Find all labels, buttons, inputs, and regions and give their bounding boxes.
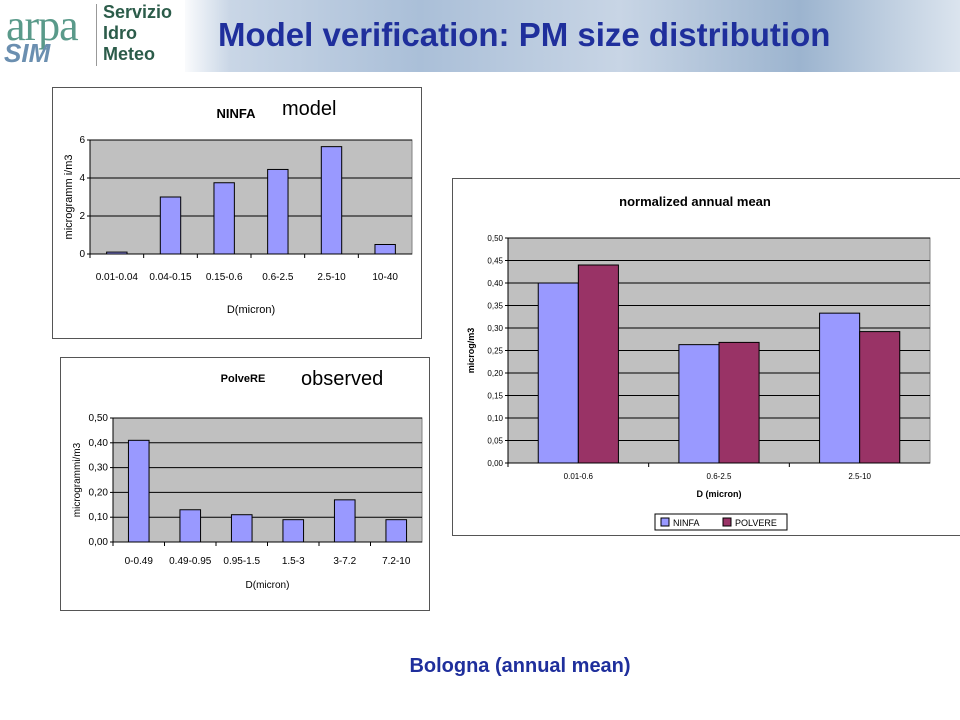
bar-ninfa-2: [819, 312, 861, 464]
bar-polvere-0: [127, 439, 150, 543]
y-tick-label: 0,30: [89, 463, 109, 474]
x-tick-label: 2.5-10: [317, 272, 346, 283]
x-tick-label: 0.6-2.5: [707, 472, 732, 481]
bar-polvere-0: [577, 264, 619, 464]
y-tick-label: 0,10: [487, 414, 503, 423]
bar-ninfa-5: [374, 244, 396, 255]
legend-swatch-polvere: [722, 517, 732, 527]
x-tick-label: 0.15-0.6: [206, 272, 243, 283]
logo-name-line: Meteo: [103, 44, 156, 64]
y-tick-label: 0,00: [89, 537, 109, 548]
x-tick-label: 0.95-1.5: [223, 556, 260, 567]
observed-caption: observed: [301, 368, 384, 390]
y-axis-label: microgramm i/m3: [63, 155, 75, 240]
x-tick-label: 0-0.49: [125, 556, 154, 567]
y-tick-label: 0,05: [487, 437, 503, 446]
chart-title: normalized annual mean: [619, 194, 771, 209]
logo-name-line: Idro: [103, 23, 137, 43]
bar-ninfa-2: [213, 182, 235, 255]
x-tick-label: 0.49-0.95: [169, 556, 212, 567]
bar-ninfa-1: [678, 344, 720, 464]
y-tick-label: 0,40: [89, 438, 109, 449]
y-tick-label: 0,45: [487, 257, 503, 266]
logo-sim-mark: SIM: [4, 38, 51, 68]
y-tick-label: 0,40: [487, 279, 503, 288]
bar-ninfa-1: [159, 196, 182, 255]
bar-polvere-1: [718, 341, 760, 464]
ninfa-chart-panel: 0 2 4 6 0.01-0.04 0.04-0.15 0.15-0.6 0.6-2.5 2.5…: [52, 87, 422, 339]
bar-polvere-3: [282, 519, 305, 543]
ninfa-chart: 0 2 4 6 0.01-0.04 0.04-0.15 0.15-0.6 0.6-2.5 2.5…: [63, 106, 413, 316]
x-tick-label: 2.5-10: [848, 472, 871, 481]
y-tick-label: 0,25: [487, 347, 503, 356]
logo-divider: [96, 4, 97, 66]
bar-ninfa-0: [537, 282, 579, 464]
legend-box: [654, 513, 788, 531]
bar-ninfa-3: [267, 168, 289, 255]
bar-polvere-1: [179, 509, 202, 543]
x-axis-label: D(micron): [246, 580, 290, 591]
x-tick-label: 7.2-10: [382, 556, 411, 567]
x-tick-label: 0.04-0.15: [149, 272, 192, 283]
y-tick-label: 0,50: [487, 234, 503, 243]
polvere-chart-panel: 0,00 0,10 0,20 0,30 0,40 0,50 0-0.49 0.49-0.95 0…: [60, 357, 430, 611]
y-axis-label: microg/m3: [466, 328, 476, 374]
x-tick-label: 0.01-0.04: [96, 272, 139, 283]
y-tick-label: 0,15: [487, 392, 503, 401]
bar-ninfa-0: [106, 251, 128, 255]
bar-polvere-5: [385, 519, 408, 543]
y-tick-label: 6: [79, 135, 85, 146]
plot-area: [89, 139, 413, 255]
plot-area: [112, 417, 423, 543]
model-caption: model: [282, 98, 337, 120]
y-tick-label: 0: [79, 249, 85, 260]
y-tick-label: 0,00: [487, 459, 503, 468]
legend-label-polvere: POLVERE: [735, 518, 777, 528]
bar-polvere-2: [859, 331, 901, 464]
x-tick-label: 0.01-0.6: [564, 472, 594, 481]
footer-caption: Bologna (annual mean): [409, 655, 631, 677]
x-axis-label: D (micron): [697, 489, 742, 499]
legend-swatch-ninfa: [660, 517, 670, 527]
y-axis-label: microgrammi/m3: [72, 442, 83, 517]
x-tick-label: 0.6-2.5: [262, 272, 294, 283]
y-tick-label: 0,35: [487, 302, 503, 311]
normalized-chart-panel: 0,00 0,05 0,10 0,15 0,20 0,25 0,30 0,35 0,40 0,45…: [452, 178, 960, 536]
y-tick-label: 0,20: [487, 369, 503, 378]
y-tick-label: 0,50: [89, 413, 109, 424]
bar-polvere-2: [230, 514, 253, 543]
chart-title: PolveRE: [221, 373, 266, 385]
polvere-chart: 0,00 0,10 0,20 0,30 0,40 0,50 0-0.49 0.49-0.95 0…: [72, 373, 423, 591]
logo-organization-name: Servizio Idro Meteo: [103, 2, 172, 65]
chart-title: NINFA: [217, 106, 257, 121]
slide-title: Model verification: PM size distribution: [218, 16, 831, 53]
y-tick-label: 2: [79, 211, 85, 222]
x-tick-label: 10-40: [372, 272, 398, 283]
slide-header: arpa SIM Servizio Idro Meteo Model verif…: [0, 0, 960, 72]
y-tick-label: 0,30: [487, 324, 503, 333]
y-tick-label: 0,10: [89, 512, 109, 523]
logo-name-line: Servizio: [103, 2, 173, 22]
bar-polvere-4: [333, 499, 356, 543]
y-tick-label: 0,20: [89, 487, 109, 498]
bar-ninfa-4: [320, 146, 343, 255]
x-axis-label: D(micron): [227, 304, 275, 316]
arpa-logo: arpa SIM Servizio Idro Meteo: [0, 0, 185, 72]
x-tick-label: 1.5-3: [282, 556, 305, 567]
legend-label-ninfa: NINFA: [673, 518, 700, 528]
logo-wordmark: arpa: [6, 1, 79, 50]
normalized-chart: 0,00 0,05 0,10 0,15 0,20 0,25 0,30 0,35 0,40 0,45…: [466, 194, 931, 531]
x-tick-label: 3-7.2: [333, 556, 356, 567]
y-tick-label: 4: [79, 173, 85, 184]
